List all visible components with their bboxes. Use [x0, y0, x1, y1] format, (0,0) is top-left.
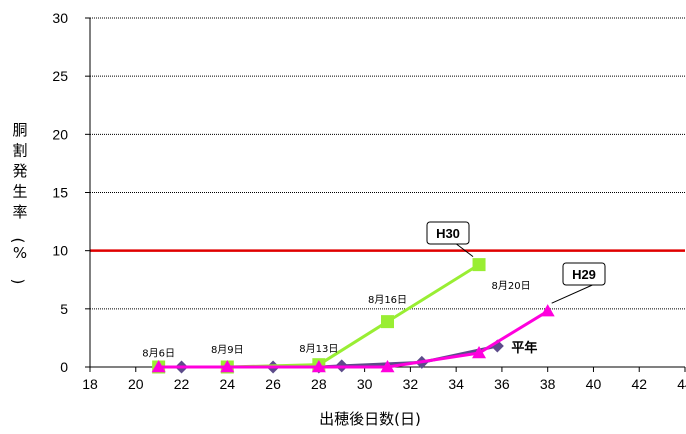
y-axis-label-char: 発 [12, 162, 27, 180]
callout-label: H29 [572, 267, 596, 282]
date-annotation: 8月16日 [368, 294, 407, 306]
date-annotation: 8月13日 [299, 343, 338, 355]
date-annotation: 8月20日 [492, 280, 531, 292]
x-tick-label: 28 [311, 376, 327, 392]
date-annotation: 8月9日 [211, 344, 244, 356]
x-tick-label: 34 [448, 376, 464, 392]
callouts: H30 H29 平年 [426, 221, 606, 356]
date-annotation: 8月6日 [142, 348, 175, 360]
y-axis-label-char: ) [9, 279, 27, 285]
callout-pointer [456, 243, 474, 258]
y-axis-label-char: % [13, 244, 27, 262]
y-tick-label: 20 [52, 126, 68, 142]
callout-h30: H30 [426, 221, 474, 258]
series-square [152, 258, 486, 374]
y-axis-label-char: 生 [12, 183, 27, 201]
x-tick-label: 30 [357, 376, 373, 392]
data-point-square [381, 315, 394, 329]
y-tick-label: 15 [52, 185, 68, 201]
y-axis-label-char: ( [9, 238, 27, 244]
data-point-triangle [380, 360, 395, 373]
y-tick-label: 25 [52, 68, 68, 84]
callout-box [426, 221, 470, 245]
x-tick-label: 38 [540, 376, 556, 392]
x-tick-label: 42 [631, 376, 647, 392]
y-axis-label-char: 割 [12, 142, 27, 160]
x-tick-label: 40 [586, 376, 602, 392]
y-tick-label: 10 [52, 243, 68, 259]
y-tick-label: 30 [52, 10, 68, 26]
x-tick-label: 26 [265, 376, 281, 392]
data-point-triangle [540, 304, 555, 317]
data-point-triangle [220, 360, 235, 373]
data-point-triangle [311, 360, 326, 373]
callout-h29: H29 [551, 262, 606, 304]
annotations: 8月6日 8月9日 8月13日 8月16日 8月20日 [142, 280, 530, 359]
y-tick-label: 0 [60, 359, 68, 375]
x-tick-labels: 18 20 22 24 26 28 30 32 34 36 38 40 42 44 [82, 376, 686, 392]
data-point-triangle [151, 360, 166, 373]
data-point-triangle [472, 346, 487, 359]
x-axis-label: 出穂後日数(日) [319, 410, 421, 428]
y-tick-label: 5 [60, 301, 68, 317]
x-tick-label: 36 [494, 376, 510, 392]
series-line [158, 309, 549, 369]
y-axis-label: 胴割発生率 (%) [9, 121, 27, 284]
y-axis-label-char: 率 [12, 203, 27, 221]
data-point-square [472, 258, 486, 272]
y-axis-label-text: 胴割発生率 (%) [9, 121, 27, 284]
y-axis-label-char: 胴 [12, 121, 27, 139]
x-tick-label: 44 [677, 376, 686, 392]
callout-label: H30 [436, 226, 460, 241]
x-tick-label: 32 [403, 376, 419, 392]
x-tick-label: 18 [82, 376, 98, 392]
x-tick-label: 22 [174, 376, 190, 392]
series-label-heinen: 平年 [511, 340, 537, 356]
series-group [151, 258, 555, 374]
series-triangle [151, 304, 555, 373]
y-tick-labels: 0 5 10 15 20 25 30 [52, 10, 68, 375]
x-tick-label: 24 [220, 376, 236, 392]
callout-pointer [551, 284, 593, 304]
callout-box [562, 262, 606, 286]
x-tick-label: 20 [128, 376, 144, 392]
